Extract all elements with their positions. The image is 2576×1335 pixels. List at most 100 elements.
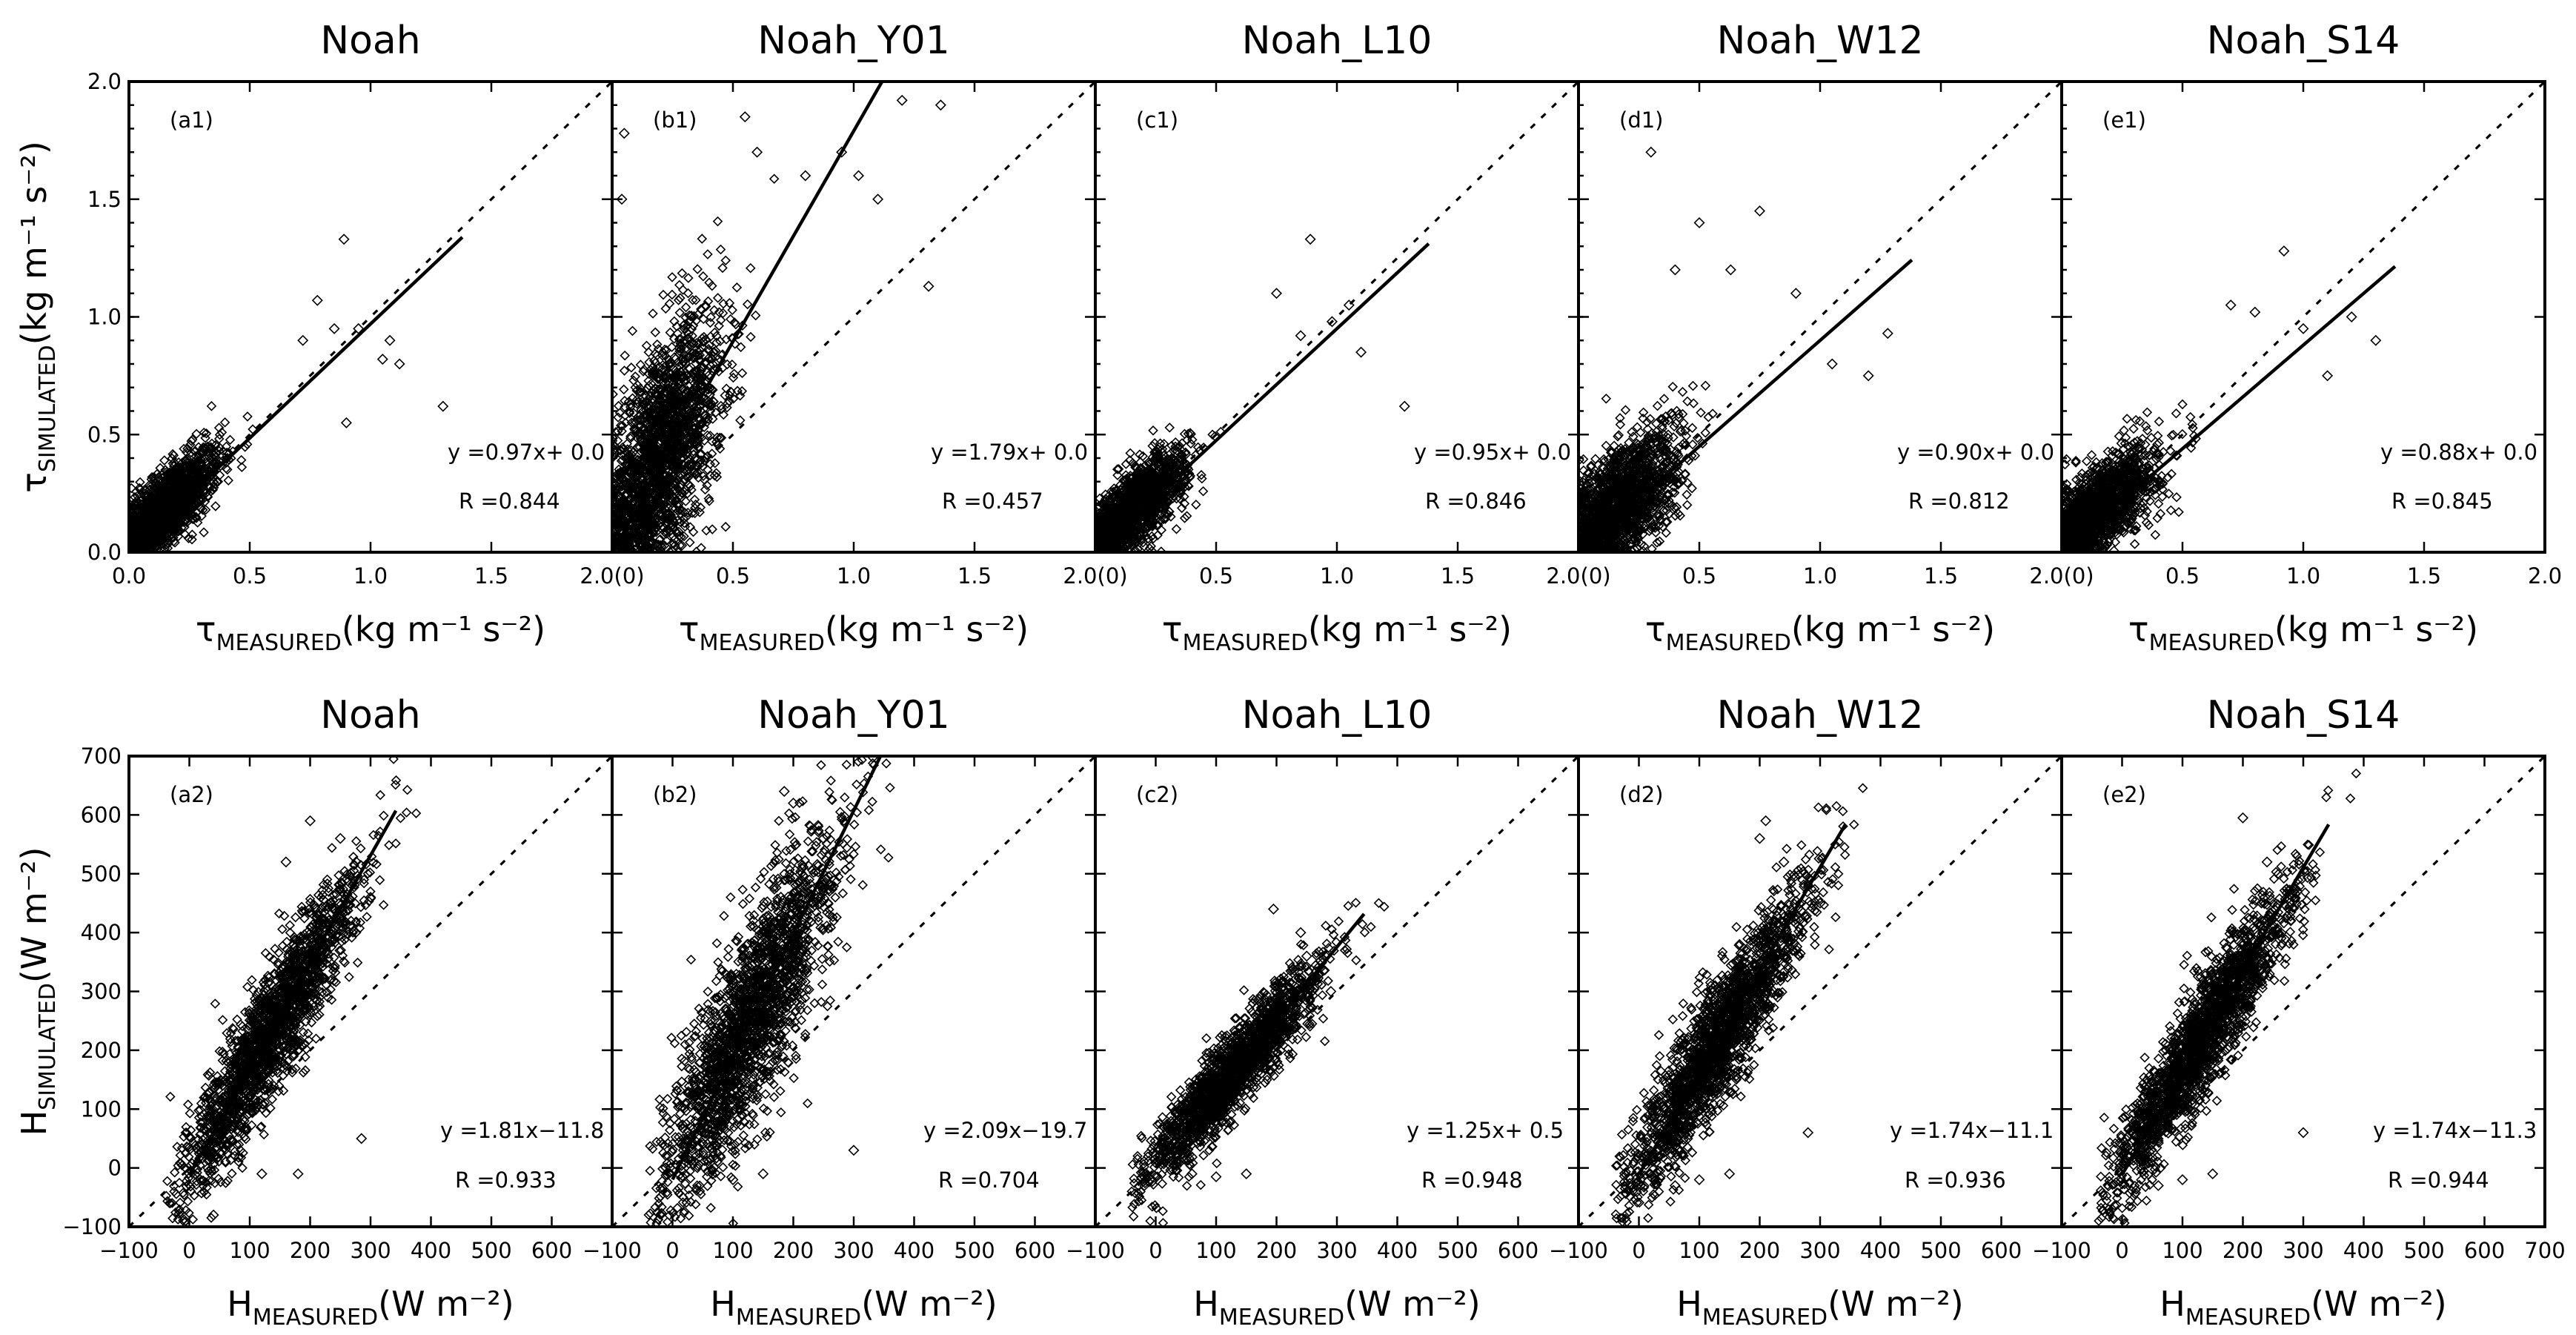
scatter-point <box>626 494 637 504</box>
scatter-point <box>1124 493 1135 503</box>
scatter-point <box>624 480 634 491</box>
scatter-point <box>721 383 732 394</box>
scatter-point <box>180 529 190 540</box>
scatter-point <box>641 448 651 459</box>
scatter-point <box>639 520 649 531</box>
scatter-point <box>1095 500 1104 511</box>
scatter-point <box>191 428 202 440</box>
scatter-point <box>688 448 699 460</box>
x-tick-label: 1.0 <box>1320 563 1354 589</box>
scatter-point <box>145 514 156 525</box>
scatter-point <box>639 410 649 421</box>
scatter-point <box>686 337 697 348</box>
scatter-point <box>165 470 176 480</box>
scatter-point <box>634 421 645 431</box>
scatter-point <box>135 520 146 530</box>
scatter-point <box>714 307 725 317</box>
scatter-point <box>213 434 225 444</box>
scatter-point <box>142 506 153 517</box>
scatter-point <box>680 354 691 364</box>
scatter-point <box>615 480 626 491</box>
scatter-point <box>689 453 700 464</box>
scatter-points <box>129 233 449 552</box>
scatter-point <box>634 387 645 398</box>
scatter-point <box>700 484 711 495</box>
scatter-point <box>735 342 746 353</box>
scatter-point <box>155 463 165 474</box>
scatter-point <box>707 524 717 534</box>
panel-label: (b1) <box>653 107 697 133</box>
scatter-point <box>183 533 194 543</box>
scatter-point <box>685 537 695 548</box>
scatter-point <box>693 339 704 349</box>
scatter-point <box>662 430 673 441</box>
scatter-point <box>674 420 684 431</box>
scatter-point <box>686 310 697 321</box>
scatter-point <box>652 540 663 551</box>
scatter-point <box>129 520 139 530</box>
scatter-point <box>666 342 677 352</box>
scatter-point <box>213 476 224 487</box>
scatter-point <box>661 491 672 503</box>
scatter-point <box>648 308 658 319</box>
scatter-point <box>187 434 198 445</box>
scatter-point <box>1343 299 1355 311</box>
scatter-point <box>612 426 623 437</box>
scatter-point <box>1112 464 1123 474</box>
scatter-point <box>706 448 717 459</box>
scatter-point <box>634 546 644 552</box>
scatter-point <box>626 362 637 373</box>
scatter-point <box>437 400 449 412</box>
correlation-r: R =0.457 <box>942 488 1043 514</box>
scatter-point <box>709 458 720 468</box>
scatter-point <box>618 473 628 484</box>
scatter-point <box>185 447 196 458</box>
scatter-point <box>935 99 946 111</box>
x-tick-label: 1.5 <box>957 563 992 589</box>
scatter-point <box>682 344 693 355</box>
scatter-point <box>657 509 668 520</box>
scatter-point <box>712 216 723 227</box>
scatter-point <box>631 543 642 552</box>
scatter-point <box>384 334 396 346</box>
fit-equation: y =0.95x+ 0.0 <box>1414 440 1571 465</box>
x-tick-label: 1.0 <box>837 563 871 589</box>
scatter-point <box>696 305 707 316</box>
scatter-point <box>1164 423 1175 433</box>
scatter-point <box>136 499 147 509</box>
scatter-point <box>177 457 187 468</box>
scatter-point <box>236 454 247 466</box>
scatter-point <box>872 193 884 205</box>
scatter-point <box>1171 523 1182 534</box>
scatter-point <box>612 514 620 524</box>
scatter-point <box>623 397 634 407</box>
scatter-point <box>698 271 708 282</box>
scatter-point <box>1123 538 1135 549</box>
scatter-point <box>647 425 658 436</box>
scatter-point <box>667 289 677 300</box>
scatter-point <box>665 327 676 338</box>
scatter-point <box>703 249 713 259</box>
scatter-point <box>133 532 143 543</box>
scatter-point <box>705 317 716 328</box>
scatter-point <box>1174 483 1185 494</box>
scatter-point <box>624 408 635 419</box>
scatter-point <box>150 543 161 552</box>
scatter-point <box>677 285 688 295</box>
scatter-point <box>746 262 756 274</box>
scatter-point <box>162 466 172 477</box>
scatter-point <box>664 384 675 395</box>
scatter-point <box>651 522 662 532</box>
scatter-point <box>179 462 190 472</box>
scatter-point <box>658 500 669 511</box>
scatter-point <box>225 434 236 445</box>
scatter-point <box>130 514 141 525</box>
scatter-point <box>1149 437 1160 448</box>
correlation-r: R =0.846 <box>1425 488 1527 514</box>
scatter-point <box>679 371 689 382</box>
scatter-point <box>642 534 653 545</box>
scatter-point <box>190 445 201 457</box>
scatter-point <box>638 366 648 377</box>
scatter-point <box>684 310 694 321</box>
scatter-point <box>706 331 716 342</box>
